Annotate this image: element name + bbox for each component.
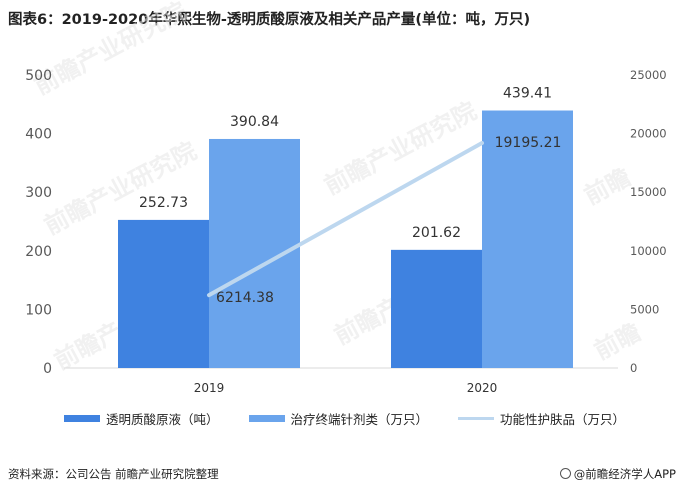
svg-text:前瞻: 前瞻 [590,318,646,365]
legend-label-series1: 透明质酸原液（吨） [106,412,219,427]
y-right-tick-label: 20000 [630,127,667,141]
y-right-tick-label: 15000 [630,185,667,199]
bar-data-label: 439.41 [503,86,552,102]
svg-text:前瞻产业研究院: 前瞻产业研究院 [30,0,191,100]
y-left-tick-label: 100 [25,302,52,318]
y-left-tick-label: 500 [25,68,52,84]
source-note: 资料来源：公司公告 前瞻产业研究院整理 [8,467,219,481]
legend-swatch-series1 [64,415,100,422]
x-axis: 2019 2020 [194,381,498,395]
svg-text:前瞻: 前瞻 [580,163,636,210]
brand-label: @前瞻经济学人APP [573,467,676,481]
x-tick-label: 2019 [194,381,225,395]
bars [118,110,573,368]
y-left-tick-label: 400 [25,127,52,143]
data-labels: 252.73 201.62 390.84 439.41 6214.38 19195.21 [139,86,561,307]
line-data-label: 19195.21 [495,135,562,151]
chart-title: 图表6：2019-2020年华熙生物-透明质酸原液及相关产品产量(单位：吨，万只… [8,12,531,28]
x-tick-label: 2020 [467,381,498,395]
y-right-tick-label: 0 [630,361,637,375]
bar-data-label: 252.73 [139,195,188,211]
y-left-tick-label: 300 [25,185,52,201]
legend: 透明质酸原液（吨） 治疗终端针剂类（万只） 功能性护肤品（万只） [64,409,655,428]
bar-data-label: 390.84 [230,114,279,130]
y-left-tick-label: 0 [43,361,52,377]
y-right-tick-label: 10000 [630,244,667,258]
bar [118,219,209,368]
legend-swatch-series3 [458,417,495,420]
y-right-tick-label: 25000 [630,68,667,82]
legend-item-series2: 治疗终端针剂类（万只） [248,409,429,428]
svg-text:前瞻产业研究院: 前瞻产业研究院 [320,97,481,201]
bar-data-label: 201.62 [412,225,461,241]
brand-credit: @前瞻经济学人APP [559,466,676,482]
legend-swatch-series2 [248,415,285,422]
y-axis-right: 0 5000 10000 15000 20000 25000 [630,68,667,375]
y-axis-left: 0 100 200 300 400 500 [25,68,52,377]
y-left-tick-label: 200 [25,244,52,260]
line-series [207,141,484,298]
legend-item-series3: 功能性护肤品（万只） [458,409,625,428]
line-path [207,141,484,298]
legend-label-series3: 功能性护肤品（万只） [500,412,626,427]
brand-logo-icon [559,468,571,479]
bar [391,249,482,368]
legend-item-series1: 透明质酸原液（吨） [64,409,219,428]
y-right-tick-label: 5000 [630,302,659,316]
line-data-label: 6214.38 [216,290,274,306]
bar [482,110,573,368]
legend-label-series2: 治疗终端针剂类（万只） [290,412,429,427]
